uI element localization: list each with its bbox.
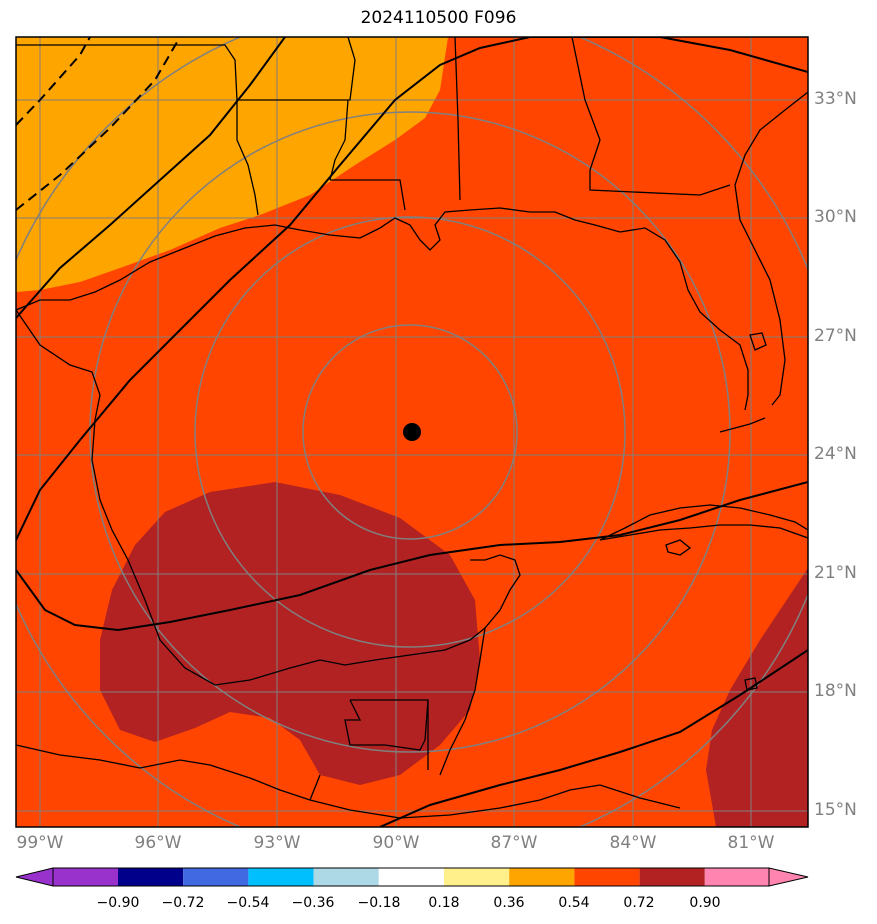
colorbar-segment [444, 868, 510, 886]
colorbar-segment [378, 868, 444, 886]
lon-label-81w: 81°W [727, 833, 775, 853]
colorbar-extend-high [768, 867, 809, 887]
colorbar-tick: 0.72 [623, 895, 655, 911]
lat-label-33n: 33°N [814, 89, 857, 109]
contour-lines [16, 37, 808, 827]
colorbar-segment [53, 868, 118, 886]
storm-center-dot [403, 423, 421, 441]
colorbar-segment [704, 868, 769, 886]
colorbar-tick: −0.54 [226, 895, 270, 911]
colorbar-tick: 0.36 [493, 895, 525, 911]
contour-dashed-2 [16, 37, 181, 211]
lat-label-18n: 18°N [814, 681, 857, 701]
colorbar-segment [313, 868, 379, 886]
colorbar-extend-low [15, 867, 54, 887]
colorbar-segment [183, 868, 249, 886]
colorbar-segment [118, 868, 184, 886]
colorbar-tick: −0.90 [96, 895, 140, 911]
colorbar-segment [639, 868, 705, 886]
colorbar-tick: −0.18 [357, 895, 401, 911]
graticule [16, 37, 808, 827]
lat-label-24n: 24°N [814, 444, 857, 464]
map-panel [15, 36, 809, 828]
range-rings [16, 37, 808, 827]
colorbar-tick: 0.54 [558, 895, 590, 911]
map-title: 2024110500 F096 [360, 8, 517, 28]
lon-label-90w: 90°W [372, 833, 420, 853]
colorbar-tick: 0.18 [428, 895, 460, 911]
lon-label-84w: 84°W [609, 833, 657, 853]
coastlines [16, 37, 808, 819]
lat-label-27n: 27°N [814, 326, 857, 346]
colorbar-tick: −0.72 [161, 895, 205, 911]
colorbar-segment [248, 868, 314, 886]
colorbar-tick: −0.36 [291, 895, 335, 911]
map-frame [15, 36, 809, 828]
lat-label-30n: 30°N [814, 207, 857, 227]
lon-label-99w: 99°W [16, 833, 64, 853]
colorbar-segment [509, 868, 575, 886]
colorbar-tick: 0.90 [689, 895, 721, 911]
lon-label-93w: 93°W [253, 833, 301, 853]
lon-label-87w: 87°W [490, 833, 538, 853]
field-band-orange [16, 37, 448, 292]
contour-dashed [16, 37, 91, 126]
colorbar-segment [574, 868, 640, 886]
field-band-dark-red-southeast [706, 568, 808, 827]
lon-label-96w: 96°W [134, 833, 182, 853]
field-band-dark-red-south [100, 482, 480, 785]
lat-label-21n: 21°N [814, 563, 857, 583]
lat-label-15n: 15°N [814, 800, 857, 820]
